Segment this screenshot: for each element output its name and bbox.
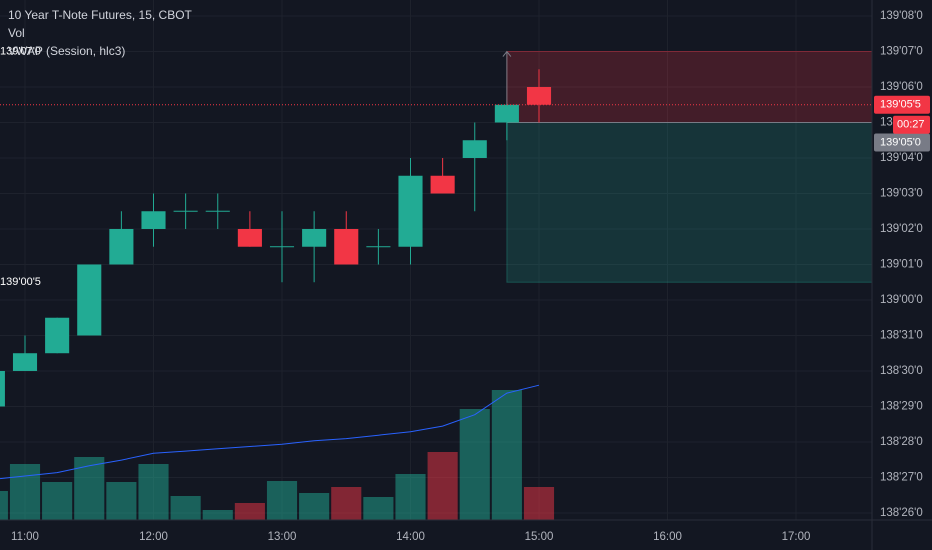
indicator-label: Vol <box>8 26 25 40</box>
candle-body <box>366 246 391 248</box>
candle-body <box>77 264 102 336</box>
volume-bar <box>138 464 169 520</box>
candle-body <box>205 210 230 212</box>
plot-area <box>0 50 872 520</box>
candle-body <box>0 370 5 407</box>
y-tick-label: 138'28'0 <box>880 436 923 448</box>
countdown-label: 00:27 <box>897 119 925 131</box>
volume-bar <box>491 390 522 520</box>
candle-body <box>494 104 519 123</box>
loss-zone <box>506 51 872 124</box>
volume-bar <box>9 464 41 520</box>
y-tick-label: 139'03'0 <box>880 188 923 200</box>
candle-body <box>141 211 166 229</box>
candle-body <box>462 140 487 158</box>
last-price-label: 139'05'5 <box>880 99 921 111</box>
volume-bar <box>299 493 330 520</box>
y-tick-label: 138'31'0 <box>880 330 923 342</box>
y-tick-label: 139'01'0 <box>880 259 923 271</box>
x-tick-label: 17:00 <box>782 531 811 543</box>
y-tick-label: 138'30'0 <box>880 365 923 377</box>
last-price-badge <box>874 95 930 114</box>
target-label: 139'07'0 <box>0 45 41 57</box>
y-tick-label: 138'26'0 <box>880 507 923 519</box>
y-tick-label: 139'08'0 <box>880 10 923 22</box>
volume-bar <box>523 487 555 520</box>
indicator-label: VWAP (Session, hlc3) <box>8 44 125 58</box>
x-tick-label: 15:00 <box>525 531 554 543</box>
volume-bar <box>266 481 298 520</box>
volume-bar <box>202 510 233 520</box>
volume-bar <box>331 487 362 520</box>
candle-body <box>398 175 423 247</box>
y-tick-label: 139'06'0 <box>880 81 923 93</box>
stop-label: 139'00'5 <box>0 276 41 288</box>
volume-bar <box>427 452 458 520</box>
volume-bar <box>395 474 426 520</box>
candle-body <box>302 228 327 247</box>
volume-bar <box>363 497 394 520</box>
x-tick-label: 16:00 <box>653 531 682 543</box>
candle-body <box>109 228 134 265</box>
entry-label: 139'05'0 <box>880 136 921 148</box>
x-tick-label: 13:00 <box>268 531 297 543</box>
y-tick-label: 138'27'0 <box>880 471 923 483</box>
candle-body <box>45 317 70 354</box>
profit-zone <box>506 122 872 283</box>
entry-badge <box>874 133 930 152</box>
x-tick-label: 12:00 <box>139 531 168 543</box>
y-tick-label: 139'00'0 <box>880 294 923 306</box>
y-tick-label: 139'07'0 <box>880 46 923 58</box>
vwap-line <box>0 384 540 480</box>
volume-bar <box>459 409 490 520</box>
axes: 139'08'0 139'07'0 139'06'0 139'05'0 139'04'0… <box>0 10 930 543</box>
volume-bar <box>74 457 105 520</box>
candle-body <box>269 246 295 248</box>
x-tick-label: 11:00 <box>11 531 39 543</box>
y-tick-label: 139'04'0 <box>880 152 923 164</box>
candle-body <box>430 175 455 194</box>
candle-body <box>334 228 359 265</box>
volume-bar <box>234 503 265 520</box>
volume-bar <box>170 496 201 520</box>
candle-body <box>173 210 198 212</box>
y-tick-label: 139'02'0 <box>880 223 923 235</box>
volume-bar <box>42 482 73 520</box>
y-tick-label: 138'29'0 <box>880 401 923 413</box>
candle-body <box>526 87 552 105</box>
candle-body <box>12 353 38 371</box>
volume-bar <box>0 491 8 520</box>
x-tick-label: 14:00 <box>396 531 425 543</box>
symbol-title: 10 Year T-Note Futures, 15, CBOT <box>8 8 193 22</box>
candle-body <box>237 228 262 247</box>
volume-bar <box>106 482 137 520</box>
countdown-badge <box>893 115 930 134</box>
